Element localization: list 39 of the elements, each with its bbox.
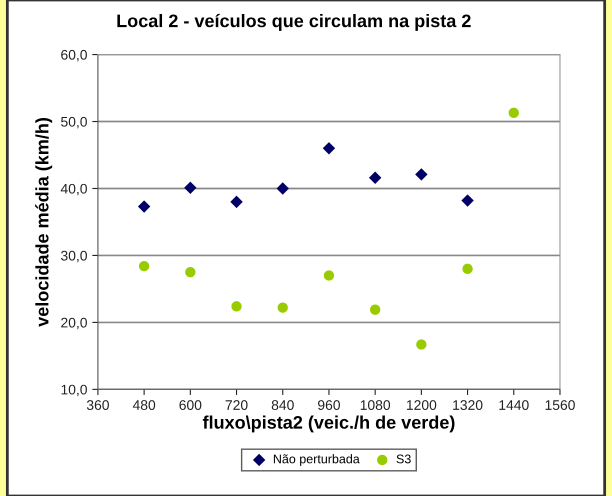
point [368,172,382,184]
point [415,168,428,181]
x-axis-title: fluxo\pista2 (veic./h de verde) [202,416,454,432]
point [370,304,380,315]
x-tick-label: 1200 [406,400,436,410]
point [138,261,150,272]
x-tick-label: 960 [318,400,340,410]
point [185,267,196,278]
y-tick-label: 40,0 [60,184,87,196]
legend-label: Não perturbada [274,454,360,466]
x-tick-label: 720 [226,400,248,410]
x-tick-label: 1440 [499,400,529,410]
y-tick-label: 50,0 [61,116,87,128]
y-tick-label: 30,0 [61,250,87,262]
x-tick-label: 1320 [453,400,482,410]
point [508,108,519,118]
chart-title: Local 2 - veículos que circulam na pista 2 [117,14,471,31]
x-tick-label: 840 [272,400,294,410]
point [461,194,474,207]
x-tick-label: 600 [179,400,202,410]
y-axis-title: velocidade média (km/h) [35,118,52,327]
y-tick-label: 60,0 [61,50,87,62]
point [462,264,473,274]
point [138,200,150,213]
point [278,302,288,313]
x-tick-label: 480 [132,400,156,410]
y-tick-label: 20,0 [61,318,87,330]
x-tick-label: 1560 [546,400,575,410]
point [231,301,242,312]
point [230,196,243,208]
x-tick-label: 1080 [360,400,390,410]
point [324,270,334,281]
point [416,339,427,350]
x-tick-label: 360 [86,400,109,410]
legend-label: S3 [396,454,411,464]
point [322,142,336,155]
point [276,182,289,195]
y-tick-label: 10,0 [62,384,87,396]
point [184,182,197,194]
